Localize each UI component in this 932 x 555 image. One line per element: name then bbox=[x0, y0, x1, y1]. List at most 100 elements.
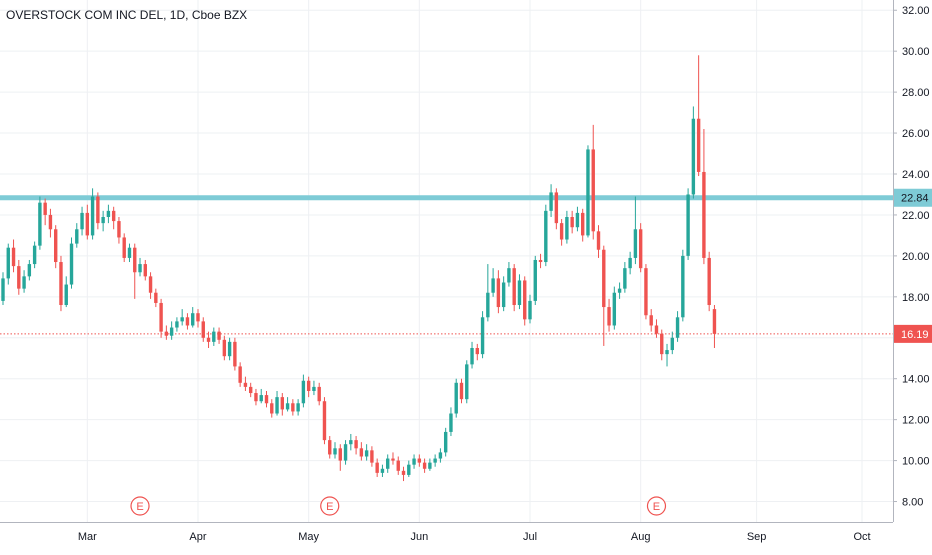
candle bbox=[681, 249, 685, 322]
candle bbox=[391, 452, 395, 465]
candle-body bbox=[27, 264, 32, 277]
candle bbox=[538, 253, 543, 269]
candle-body bbox=[133, 247, 137, 273]
candle bbox=[696, 55, 701, 177]
x-tick-label: Apr bbox=[189, 531, 206, 543]
candle bbox=[254, 388, 258, 406]
candle-body bbox=[438, 452, 443, 459]
y-tick-label: 12.00 bbox=[902, 415, 930, 427]
candle-body bbox=[212, 331, 216, 342]
candle bbox=[407, 460, 411, 477]
candle-body bbox=[306, 380, 311, 391]
candle bbox=[712, 305, 717, 348]
candle bbox=[185, 313, 190, 330]
candle-body bbox=[480, 317, 485, 355]
candle-body bbox=[559, 223, 564, 240]
candle bbox=[17, 259, 21, 295]
y-tick-label: 26.00 bbox=[902, 128, 930, 140]
candle-body bbox=[143, 264, 147, 277]
candle-body bbox=[17, 266, 21, 289]
candle-body bbox=[612, 292, 617, 326]
candle bbox=[507, 262, 511, 287]
candle bbox=[101, 210, 105, 232]
candle bbox=[32, 241, 37, 269]
candle bbox=[559, 219, 564, 246]
candle bbox=[649, 309, 653, 332]
candle bbox=[396, 456, 400, 475]
candle bbox=[438, 448, 443, 463]
candle bbox=[386, 454, 390, 473]
y-tick-label: 30.00 bbox=[902, 46, 930, 58]
earnings-marker-circle bbox=[130, 496, 150, 516]
candle bbox=[480, 311, 485, 359]
earnings-marker-label: E bbox=[326, 501, 333, 513]
earnings-marker: E bbox=[646, 496, 667, 516]
earnings-marker-label: E bbox=[653, 501, 660, 513]
candle bbox=[75, 223, 79, 248]
candle bbox=[359, 442, 364, 461]
candle-body bbox=[549, 192, 553, 211]
candle bbox=[565, 210, 569, 244]
candle bbox=[11, 239, 16, 273]
candle-body bbox=[22, 276, 26, 289]
candle-body bbox=[222, 339, 227, 357]
candle-body bbox=[1, 278, 5, 301]
candle-body bbox=[523, 280, 527, 320]
candle-body bbox=[127, 247, 132, 258]
candle-body bbox=[691, 118, 696, 195]
candle bbox=[196, 309, 200, 328]
candle-body bbox=[454, 382, 458, 414]
horizontal-line-layer bbox=[0, 195, 893, 335]
candle bbox=[138, 257, 142, 277]
candle bbox=[412, 454, 416, 469]
candle-body bbox=[628, 257, 632, 269]
grid bbox=[0, 0, 893, 522]
candle bbox=[422, 458, 427, 473]
candle bbox=[291, 399, 295, 416]
earnings-marker: E bbox=[130, 496, 150, 516]
candle-body bbox=[6, 247, 10, 279]
candle bbox=[259, 388, 263, 404]
candle bbox=[428, 458, 432, 471]
candle-body bbox=[407, 464, 411, 475]
candle bbox=[85, 204, 90, 240]
candle bbox=[317, 382, 321, 406]
candle-body bbox=[38, 202, 42, 246]
candle bbox=[296, 399, 300, 416]
candle-body bbox=[507, 268, 511, 283]
candle bbox=[54, 225, 58, 269]
candle bbox=[69, 237, 74, 289]
candle bbox=[238, 362, 242, 387]
candle bbox=[343, 440, 348, 465]
candle-body bbox=[443, 431, 448, 453]
candle bbox=[164, 325, 169, 340]
candle bbox=[443, 427, 448, 457]
y-tick-label: 22.00 bbox=[902, 210, 930, 222]
candle-body bbox=[317, 386, 321, 402]
candle-body bbox=[90, 196, 95, 236]
candle bbox=[633, 196, 638, 265]
candle-body bbox=[475, 348, 479, 355]
last-price-badge-bg bbox=[894, 324, 932, 343]
candle bbox=[660, 329, 664, 361]
candle-body bbox=[428, 462, 432, 469]
candle-body bbox=[707, 257, 711, 306]
candle-body bbox=[686, 194, 690, 256]
candle-body bbox=[633, 229, 638, 258]
candle-body bbox=[11, 247, 16, 267]
x-tick-label: Oct bbox=[853, 531, 870, 543]
candle bbox=[675, 311, 680, 342]
earnings-marker: E bbox=[320, 496, 340, 516]
candle bbox=[328, 436, 332, 459]
candle bbox=[243, 376, 248, 391]
candle bbox=[581, 208, 585, 242]
y-tick-label: 8.00 bbox=[902, 497, 923, 509]
candle-body bbox=[196, 313, 200, 322]
candle-body bbox=[243, 382, 248, 387]
candle bbox=[80, 206, 84, 236]
candle bbox=[654, 319, 659, 338]
candle bbox=[617, 282, 622, 299]
candle-body bbox=[301, 380, 306, 404]
candle bbox=[154, 288, 158, 308]
candle bbox=[148, 272, 153, 299]
